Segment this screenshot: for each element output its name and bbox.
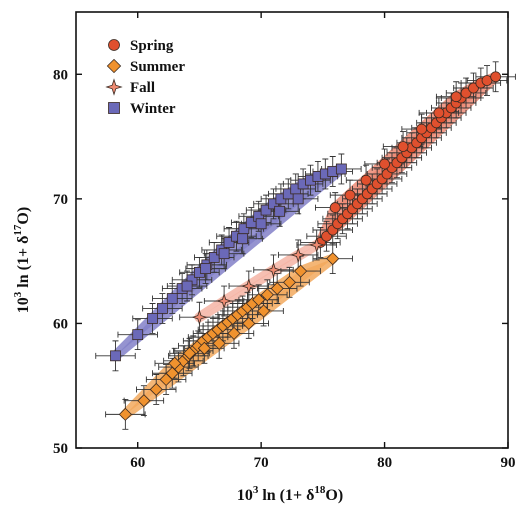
point-summer bbox=[260, 288, 274, 302]
point-summer bbox=[149, 382, 163, 397]
plot-frame bbox=[75, 11, 509, 449]
legend: Spring Summer Fall Winter bbox=[105, 38, 185, 117]
x-axis-label-sup1: 3 bbox=[253, 484, 259, 496]
point-winter bbox=[200, 263, 212, 275]
point-spring bbox=[360, 174, 372, 186]
point-summer bbox=[137, 394, 151, 408]
point-summer bbox=[257, 304, 271, 318]
legend-label-fall: Fall bbox=[130, 80, 155, 96]
point-spring bbox=[397, 141, 409, 152]
y-axis-label: 103 ln (1+ δ17O) bbox=[12, 207, 32, 313]
point-spring bbox=[433, 107, 445, 119]
legend-marker-fall bbox=[105, 78, 123, 96]
point-fall bbox=[240, 277, 258, 295]
point-winter bbox=[132, 329, 144, 341]
point-spring bbox=[490, 71, 502, 83]
point-winter bbox=[292, 193, 304, 205]
point-spring bbox=[468, 82, 479, 94]
point-winter bbox=[147, 313, 158, 324]
x-tick-label: 80 bbox=[377, 455, 392, 471]
y-axis-label-sup2: 17 bbox=[12, 224, 24, 236]
point-fall bbox=[216, 292, 233, 310]
y-axis-label-end: O) bbox=[15, 207, 32, 225]
point-fall bbox=[191, 309, 208, 326]
x-axis-label-sup2: 18 bbox=[314, 484, 326, 496]
point-winter bbox=[335, 163, 347, 175]
point-winter bbox=[218, 248, 230, 260]
point-spring bbox=[379, 158, 390, 170]
legend-marker-summer bbox=[106, 58, 122, 74]
legend-marker-winter bbox=[108, 102, 120, 114]
point-summer bbox=[118, 407, 132, 421]
legend-label-spring: Spring bbox=[130, 38, 174, 54]
legend-label-winter: Winter bbox=[130, 101, 176, 117]
point-summer bbox=[326, 252, 340, 266]
point-spring bbox=[329, 202, 341, 213]
x-axis-label: 103 ln (1+ δ18O) bbox=[237, 484, 343, 504]
y-tick-label: 60 bbox=[53, 316, 68, 332]
point-winter bbox=[156, 303, 168, 314]
point-winter bbox=[237, 233, 249, 245]
point-winter bbox=[166, 293, 178, 304]
legend-label-summer: Summer bbox=[130, 59, 185, 75]
legend-marker-spring bbox=[108, 39, 120, 51]
point-summer bbox=[242, 316, 256, 330]
point-winter bbox=[274, 205, 286, 217]
x-axis-label-base: 10 bbox=[237, 487, 253, 504]
point-winter bbox=[255, 218, 267, 230]
axis-ticks: 60 70 80 90 50 60 70 80 bbox=[53, 12, 516, 471]
x-axis-label-end: O) bbox=[325, 487, 343, 504]
y-axis-label-mid: ln (1+ δ bbox=[15, 236, 32, 292]
x-tick-label: 70 bbox=[254, 455, 269, 471]
x-tick-label: 90 bbox=[501, 455, 516, 471]
point-spring bbox=[416, 123, 428, 135]
point-winter bbox=[110, 350, 121, 362]
point-spring bbox=[450, 91, 462, 103]
x-axis-label-mid: ln (1+ δ bbox=[258, 487, 314, 504]
point-summer bbox=[294, 264, 308, 278]
point-winter bbox=[181, 280, 193, 292]
point-fall bbox=[290, 246, 307, 264]
point-summer bbox=[197, 341, 211, 355]
y-tick-label: 70 bbox=[53, 192, 68, 208]
point-summer bbox=[252, 293, 266, 307]
point-summer bbox=[282, 275, 297, 289]
point-spring bbox=[460, 87, 472, 99]
y-axis-label-base: 10 bbox=[15, 297, 32, 313]
data-points bbox=[110, 71, 502, 421]
y-tick-label: 50 bbox=[53, 441, 68, 457]
point-fall bbox=[308, 236, 325, 254]
point-winter bbox=[260, 204, 272, 216]
point-winter bbox=[223, 237, 235, 248]
point-summer bbox=[270, 281, 284, 296]
point-summer bbox=[212, 336, 226, 350]
y-axis-label-sup1: 3 bbox=[12, 291, 24, 297]
y-tick-label: 80 bbox=[53, 67, 68, 83]
x-tick-label: 60 bbox=[130, 455, 145, 471]
point-summer bbox=[227, 326, 241, 340]
point-spring bbox=[344, 189, 356, 201]
point-summer bbox=[168, 356, 182, 370]
point-fall bbox=[265, 261, 282, 278]
point-summer bbox=[182, 346, 197, 360]
